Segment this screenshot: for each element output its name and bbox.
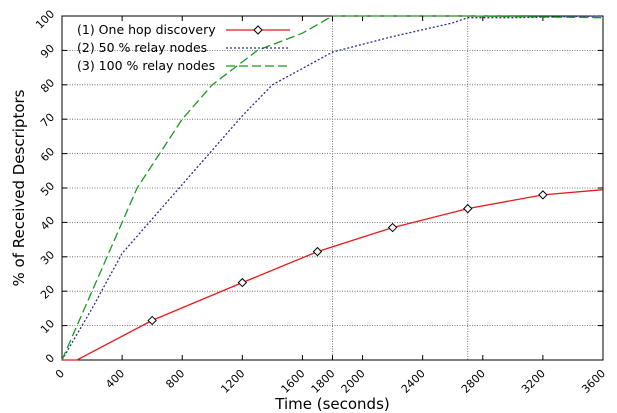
legend: (1) One hop discovery (2) 50 % relay node… (77, 22, 290, 73)
y-tick-label: 50 (38, 180, 57, 199)
y-tick-label: 30 (38, 248, 57, 267)
series-1-marker (538, 190, 548, 200)
series-1-marker (237, 277, 248, 288)
y-tick-label: 80 (38, 76, 57, 95)
x-tick-label: 1600 (279, 367, 308, 396)
x-tick-label: 800 (163, 367, 187, 391)
x-tick-label: 0 (53, 367, 67, 381)
x-tick-label: 400 (103, 367, 127, 391)
series (61, 15, 604, 361)
series-1-marker (147, 315, 157, 326)
series-1-marker (463, 203, 473, 214)
x-tick-label: 1200 (218, 367, 247, 396)
y-axis-title: % of Received Descriptors (10, 89, 28, 286)
legend-label-2: (2) 50 % relay nodes (77, 40, 207, 55)
x-tick-label: 1800 (309, 367, 338, 396)
axis-ticks: 0 10 20 30 40 50 60 70 80 90 100 0 400 800 1200 1600 180… (33, 8, 608, 396)
y-tick-label: 10 (38, 317, 57, 336)
y-tick-label: 0 (43, 352, 57, 366)
x-tick-label: 3600 (579, 367, 608, 396)
y-tick-label: 100 (33, 8, 57, 32)
x-tick-label: 3200 (519, 367, 548, 396)
x-tick-label: 2000 (339, 367, 368, 396)
x-tick-label: 2800 (459, 367, 488, 396)
legend-marker-1 (253, 25, 263, 35)
x-axis-title: Time (seconds) (274, 395, 390, 413)
x-tick-label: 2400 (399, 367, 428, 396)
legend-label-3: (3) 100 % relay nodes (77, 58, 215, 73)
y-tick-label: 40 (38, 214, 57, 233)
y-tick-label: 20 (38, 283, 57, 302)
y-tick-label: 90 (38, 42, 57, 61)
y-tick-label: 70 (38, 111, 57, 130)
legend-label-1: (1) One hop discovery (77, 22, 216, 37)
series-line-3 (61, 15, 604, 361)
series-1-marker (312, 246, 323, 257)
y-tick-label: 60 (38, 145, 57, 164)
series-1-marker (387, 222, 398, 233)
